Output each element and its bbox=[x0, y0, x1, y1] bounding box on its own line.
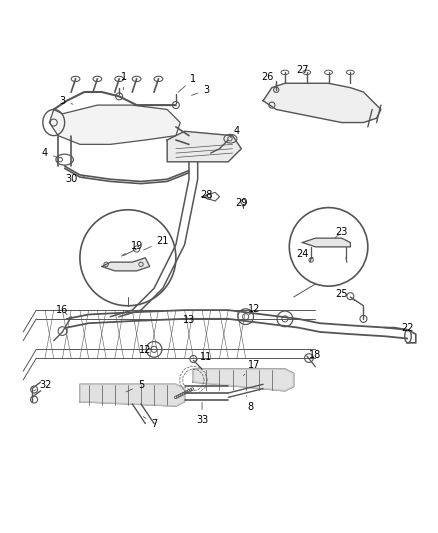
Text: 4: 4 bbox=[42, 148, 57, 158]
Text: 4: 4 bbox=[230, 126, 240, 138]
Text: 12: 12 bbox=[247, 304, 260, 314]
Text: 11: 11 bbox=[195, 352, 212, 362]
Text: 24: 24 bbox=[296, 249, 313, 259]
Text: 32: 32 bbox=[34, 380, 51, 391]
Text: 19: 19 bbox=[121, 240, 142, 256]
Polygon shape bbox=[302, 238, 350, 247]
Polygon shape bbox=[102, 258, 149, 271]
Text: 16: 16 bbox=[56, 305, 68, 315]
Polygon shape bbox=[262, 83, 380, 123]
Text: 17: 17 bbox=[243, 360, 260, 376]
Text: 21: 21 bbox=[143, 236, 169, 250]
Text: 3: 3 bbox=[191, 85, 209, 95]
Text: 1: 1 bbox=[177, 74, 196, 92]
Polygon shape bbox=[80, 384, 184, 406]
Text: 7: 7 bbox=[143, 416, 157, 430]
Text: 30: 30 bbox=[65, 174, 86, 184]
Text: 28: 28 bbox=[200, 190, 212, 199]
Text: 26: 26 bbox=[261, 72, 276, 85]
Polygon shape bbox=[49, 105, 180, 144]
Text: 27: 27 bbox=[296, 65, 308, 78]
Text: 22: 22 bbox=[400, 324, 413, 334]
Text: 25: 25 bbox=[335, 288, 354, 301]
Text: 13: 13 bbox=[182, 314, 194, 325]
Text: 33: 33 bbox=[195, 402, 208, 425]
Polygon shape bbox=[167, 131, 241, 162]
Text: 3: 3 bbox=[59, 96, 73, 106]
Text: 18: 18 bbox=[309, 350, 321, 360]
Text: 8: 8 bbox=[246, 395, 253, 412]
Text: 5: 5 bbox=[126, 380, 144, 392]
Text: 29: 29 bbox=[235, 198, 247, 208]
Polygon shape bbox=[193, 369, 293, 391]
Text: 12: 12 bbox=[139, 345, 151, 356]
Text: 23: 23 bbox=[334, 228, 347, 238]
Text: 1: 1 bbox=[120, 72, 126, 90]
